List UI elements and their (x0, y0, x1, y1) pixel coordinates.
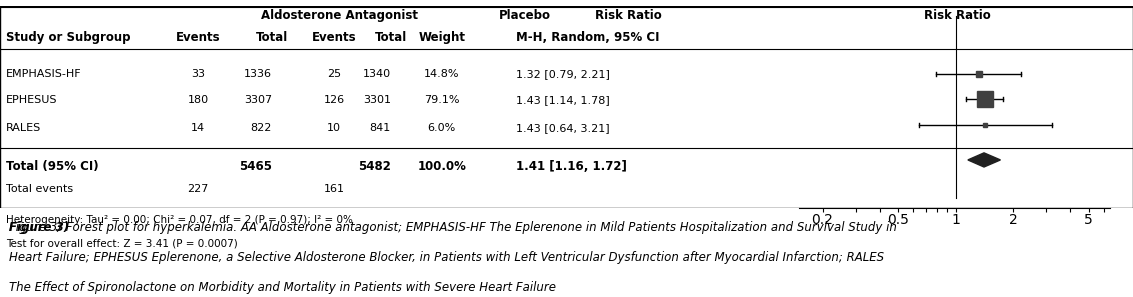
Text: Test for overall effect: Z = 3.41 (P = 0.0007): Test for overall effect: Z = 3.41 (P = 0… (6, 238, 238, 248)
Text: 227: 227 (188, 184, 208, 194)
Text: 161: 161 (324, 184, 344, 194)
Text: Heterogeneity: Tau² = 0.00; Chi² = 0.07, df = 2 (P = 0.97); I² = 0%: Heterogeneity: Tau² = 0.00; Chi² = 0.07,… (6, 215, 352, 225)
Text: 3307: 3307 (244, 95, 272, 105)
Text: 3301: 3301 (363, 95, 391, 105)
Text: Events: Events (312, 31, 357, 44)
Text: 1336: 1336 (244, 69, 272, 79)
Text: Total (95% CI): Total (95% CI) (6, 160, 99, 173)
Text: Total events: Total events (6, 184, 73, 194)
Text: RALES: RALES (6, 123, 41, 133)
Text: Figure 3): Figure 3) (9, 221, 69, 234)
Text: Weight: Weight (418, 31, 466, 44)
Text: Total: Total (256, 31, 288, 44)
Text: Total: Total (375, 31, 407, 44)
Text: Heart Failure; EPHESUS Eplerenone, a Selective Aldosterone Blocker, in Patients : Heart Failure; EPHESUS Eplerenone, a Sel… (9, 251, 884, 264)
Text: Study or Subgroup: Study or Subgroup (6, 31, 130, 44)
Polygon shape (968, 153, 1000, 167)
Text: 14.8%: 14.8% (424, 69, 460, 79)
Text: 14: 14 (191, 123, 205, 133)
Text: 1340: 1340 (363, 69, 391, 79)
Text: Events: Events (176, 31, 221, 44)
Text: 1.41 [1.16, 1.72]: 1.41 [1.16, 1.72] (516, 160, 627, 173)
Text: 180: 180 (188, 95, 208, 105)
Text: 5465: 5465 (239, 160, 272, 173)
Text: 6.0%: 6.0% (428, 123, 455, 133)
Text: 1.43 [0.64, 3.21]: 1.43 [0.64, 3.21] (516, 123, 610, 133)
Text: 10: 10 (327, 123, 341, 133)
Text: EMPHASIS-HF: EMPHASIS-HF (6, 69, 82, 79)
Text: 126: 126 (324, 95, 344, 105)
Text: 1.43 [1.14, 1.78]: 1.43 [1.14, 1.78] (516, 95, 610, 105)
Text: The Effect of Spironolactone on Morbidity and Mortality in Patients with Severe : The Effect of Spironolactone on Morbidit… (9, 281, 556, 294)
Text: 822: 822 (250, 123, 272, 133)
Text: Figure 3) Forest plot for hyperkalemia. AA Aldosterone antagonist; EMPHASIS-HF T: Figure 3) Forest plot for hyperkalemia. … (9, 221, 897, 234)
Text: 33: 33 (191, 69, 205, 79)
Text: 100.0%: 100.0% (417, 160, 467, 173)
Text: Risk Ratio: Risk Ratio (925, 9, 990, 21)
Text: 5482: 5482 (358, 160, 391, 173)
Text: 1.32 [0.79, 2.21]: 1.32 [0.79, 2.21] (516, 69, 610, 79)
Text: Placebo: Placebo (499, 9, 551, 21)
Text: Aldosterone Antagonist: Aldosterone Antagonist (262, 9, 418, 21)
Text: 25: 25 (327, 69, 341, 79)
Text: Risk Ratio: Risk Ratio (596, 9, 662, 21)
Text: 841: 841 (369, 123, 391, 133)
Text: 79.1%: 79.1% (424, 95, 460, 105)
Text: M-H, Random, 95% CI: M-H, Random, 95% CI (516, 31, 659, 44)
Text: EPHESUS: EPHESUS (6, 95, 57, 105)
